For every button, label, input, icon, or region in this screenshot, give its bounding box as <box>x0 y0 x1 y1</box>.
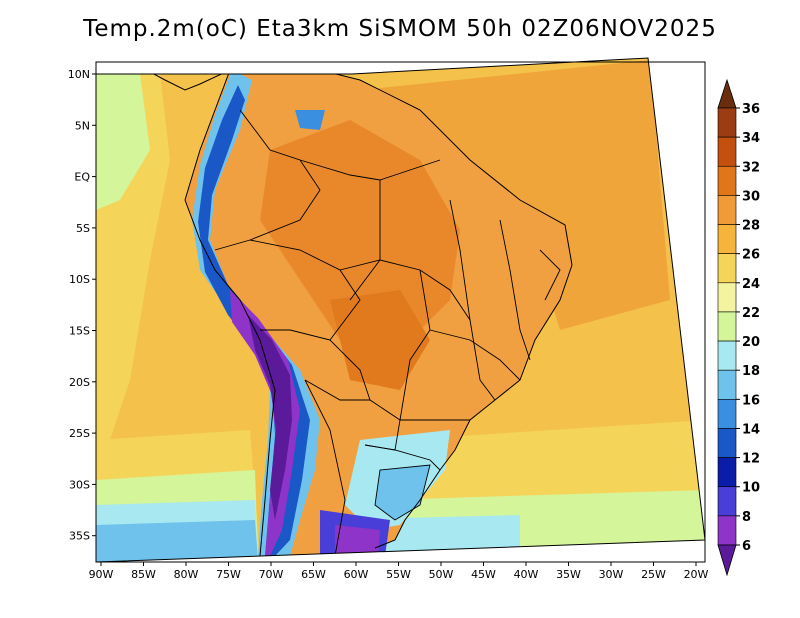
colorbar-swatch <box>717 399 737 429</box>
lon-tick-label: 80W <box>174 568 199 581</box>
lat-tick-label: 10N <box>68 68 90 81</box>
colorbar-swatch <box>717 224 737 254</box>
longitude-axis: 90W 85W 80W 75W 70W 65W 60W 55W 50W 45W 40W 35W 30W 2… <box>89 562 709 581</box>
colorbar-swatch <box>717 428 737 458</box>
lat-tick-label: 25S <box>69 427 90 440</box>
colorbar-swatch <box>717 369 737 400</box>
andes-peak <box>248 315 292 520</box>
political-borders <box>214 109 561 557</box>
colorbar-label: 24 <box>742 277 760 292</box>
lon-tick-label: 35W <box>556 568 581 581</box>
colorbar-swatch <box>717 311 737 342</box>
pacific-northwest-band <box>96 74 150 210</box>
patagonia-colder <box>335 525 380 556</box>
venezuela-highland-cold <box>295 110 325 130</box>
lat-tick-label: 5N <box>75 119 90 132</box>
colorbar-label: 18 <box>742 364 760 379</box>
colorbar-label: 34 <box>742 131 760 146</box>
colorbar-label: 22 <box>742 306 760 321</box>
colorbar-swatch <box>717 282 737 313</box>
lon-tick-label: 55W <box>386 568 411 581</box>
colorbar: 36 34 32 30 28 26 24 22 20 18 16 14 12 10 8 6 <box>717 78 760 577</box>
brazil-state-border-2 <box>349 180 381 301</box>
colorbar-top-arrow <box>717 78 737 109</box>
colorbar-swatch <box>717 486 737 517</box>
southern-pacific-coldest <box>96 520 258 562</box>
map-title: Temp.2m(oC) Eta3km SiSMOM 50h 02Z06NOV20… <box>83 16 717 42</box>
lon-tick-label: 85W <box>131 568 156 581</box>
colorbar-label: 6 <box>742 539 751 554</box>
bolivia-border <box>289 329 371 401</box>
brazil-state-border-6 <box>539 249 561 301</box>
argentina-chile-border <box>304 379 346 557</box>
colorbar-swatch <box>717 515 737 546</box>
lon-tick-label: 70W <box>259 568 284 581</box>
lat-tick-label: 35S <box>69 530 90 543</box>
colorbar-label: 30 <box>742 189 760 204</box>
brazil-south-border <box>364 444 441 471</box>
lon-tick-label: 20W <box>684 568 709 581</box>
colorbar-swatch <box>717 165 737 196</box>
map-frame <box>95 61 706 563</box>
lon-tick-label: 40W <box>514 568 539 581</box>
lon-tick-label: 50W <box>429 568 454 581</box>
colorbar-label: 12 <box>742 452 760 467</box>
latitude-axis: 10N 5N EQ 5S 10S 15S 20S 25S 30S 35S <box>68 68 96 543</box>
lat-tick-label: 10S <box>69 273 90 286</box>
brazil-state-border-5 <box>499 219 531 361</box>
colorbar-swatch <box>717 253 737 284</box>
colorbar-label: 16 <box>742 393 760 408</box>
colorbar-label: 36 <box>742 102 760 117</box>
brazil-state-border-4 <box>449 199 496 401</box>
atlantic-coastline <box>229 64 573 549</box>
colorbar-swatch <box>717 340 737 371</box>
colorbar-swatch <box>717 195 737 225</box>
lon-tick-label: 75W <box>216 568 241 581</box>
lon-tick-label: 45W <box>471 568 496 581</box>
uruguay-cool <box>375 465 430 520</box>
colorbar-label: 14 <box>742 422 760 437</box>
lon-tick-label: 30W <box>599 568 624 581</box>
lon-tick-label: 60W <box>344 568 369 581</box>
colorbar-label: 32 <box>742 160 760 175</box>
lat-tick-label: 5S <box>76 222 90 235</box>
lon-tick-label: 65W <box>301 568 326 581</box>
pacific-coastline <box>184 69 276 557</box>
lat-tick-label: EQ <box>74 171 90 184</box>
brazil-state-border-7 <box>429 329 521 381</box>
amazon-hot-zone <box>260 120 460 350</box>
temperature-field <box>96 58 705 562</box>
lat-tick-label: 15S <box>69 325 90 338</box>
lat-tick-label: 20S <box>69 376 90 389</box>
andes-high <box>230 290 300 556</box>
colorbar-bottom-arrow <box>717 544 737 577</box>
colorbar-label: 8 <box>742 510 751 525</box>
lat-tick-label: 30S <box>69 478 90 491</box>
lon-tick-label: 25W <box>641 568 666 581</box>
brazil-state-border-3 <box>399 269 431 421</box>
colorbar-label: 10 <box>742 481 760 496</box>
colorbar-label: 20 <box>742 335 760 350</box>
lon-tick-label: 90W <box>89 568 114 581</box>
uruguay-border <box>374 464 431 521</box>
colorbar-label: 28 <box>742 219 760 234</box>
colorbar-swatch <box>717 107 737 138</box>
colorbar-label: 26 <box>742 248 760 263</box>
colorbar-swatch <box>717 457 737 488</box>
colorbar-swatch <box>717 136 737 167</box>
